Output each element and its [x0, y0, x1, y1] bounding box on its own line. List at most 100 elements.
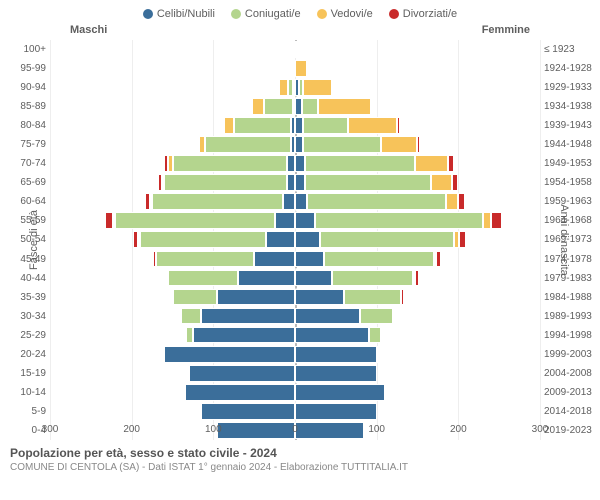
- age-tick: 50-54: [0, 230, 50, 249]
- pyramid-row: [50, 345, 540, 364]
- bar-segment: [417, 136, 419, 153]
- bar-segment: [295, 289, 344, 306]
- bar-segment: [283, 193, 295, 210]
- bar-segment: [275, 212, 295, 229]
- male-half: [50, 402, 295, 421]
- legend-swatch: [143, 9, 153, 19]
- bar-segment: [302, 98, 318, 115]
- bar-segment: [164, 346, 295, 363]
- male-half: [50, 211, 295, 230]
- birth-tick: 1964-1968: [540, 211, 600, 230]
- female-half: [295, 383, 540, 402]
- x-tick: 300: [42, 424, 59, 435]
- bar-segment: [234, 117, 291, 134]
- bar-segment: [201, 308, 295, 325]
- female-half: [295, 364, 540, 383]
- bar-segment: [371, 98, 373, 115]
- female-half: [295, 269, 540, 288]
- birth-tick: 2019-2023: [540, 421, 600, 440]
- age-tick: 45-49: [0, 250, 50, 269]
- bar-segment: [307, 193, 446, 210]
- bar-segment: [415, 155, 448, 172]
- gender-headers: Maschi Femmine: [0, 24, 600, 36]
- birth-tick: 1969-1973: [540, 230, 600, 249]
- bar-segment: [401, 289, 403, 306]
- legend: Celibi/NubiliConiugati/eVedovi/eDivorzia…: [0, 0, 600, 24]
- male-half: [50, 154, 295, 173]
- birth-tick: 1954-1958: [540, 173, 600, 192]
- bar-segment: [303, 79, 332, 96]
- birth-tick: 1974-1978: [540, 250, 600, 269]
- bar-segment: [224, 117, 234, 134]
- bar-segment: [173, 289, 218, 306]
- x-tick: 300: [532, 424, 549, 435]
- age-tick: 55-59: [0, 211, 50, 230]
- header-female: Femmine: [482, 24, 530, 36]
- bar-segment: [295, 41, 297, 58]
- pyramid-row: [50, 211, 540, 230]
- male-half: [50, 364, 295, 383]
- bar-segment: [173, 155, 287, 172]
- male-half: [50, 135, 295, 154]
- pyramid-row: [50, 383, 540, 402]
- grid-line: [540, 40, 541, 440]
- bar-segment: [168, 270, 237, 287]
- female-half: [295, 307, 540, 326]
- bar-segment: [446, 193, 458, 210]
- age-tick: 25-29: [0, 326, 50, 345]
- male-half: [50, 326, 295, 345]
- bar-segment: [164, 174, 287, 191]
- bar-segment: [344, 289, 401, 306]
- bar-segment: [185, 384, 295, 401]
- bar-segment: [152, 193, 283, 210]
- birth-tick: 1939-1943: [540, 116, 600, 135]
- pyramid-row: [50, 288, 540, 307]
- header-male: Maschi: [70, 24, 107, 36]
- bar-segment: [324, 251, 434, 268]
- bar-segment: [252, 98, 264, 115]
- male-half: [50, 40, 295, 59]
- chart-footer: Popolazione per età, sesso e stato civil…: [0, 440, 600, 473]
- pyramid-row: [50, 40, 540, 59]
- age-tick: 80-84: [0, 116, 50, 135]
- pyramid-row: [50, 250, 540, 269]
- bar-segment: [315, 212, 482, 229]
- age-tick: 10-14: [0, 383, 50, 402]
- x-tick: 200: [123, 424, 140, 435]
- male-half: [50, 307, 295, 326]
- female-half: [295, 135, 540, 154]
- female-half: [295, 59, 540, 78]
- female-half: [295, 78, 540, 97]
- bar-segment: [318, 98, 371, 115]
- plot-area: Fasce di età Anni di nascita 100+95-9990…: [0, 40, 600, 440]
- bar-segment: [181, 308, 201, 325]
- female-half: [295, 97, 540, 116]
- x-tick: 100: [205, 424, 222, 435]
- male-half: [50, 116, 295, 135]
- age-tick: 20-24: [0, 345, 50, 364]
- birth-tick: 1934-1938: [540, 97, 600, 116]
- bar-segment: [156, 251, 254, 268]
- male-half: [50, 345, 295, 364]
- bar-segment: [266, 231, 295, 248]
- male-half: [50, 59, 295, 78]
- legend-swatch: [231, 9, 241, 19]
- bar-segment: [360, 308, 393, 325]
- bar-segment: [448, 155, 455, 172]
- bar-segment: [295, 155, 305, 172]
- bar-segment: [287, 174, 295, 191]
- age-tick: 85-89: [0, 97, 50, 116]
- bar-segment: [377, 346, 379, 363]
- bar-segment: [431, 174, 451, 191]
- bar-segment: [295, 384, 385, 401]
- birth-tick: 1979-1983: [540, 269, 600, 288]
- age-tick: 65-69: [0, 173, 50, 192]
- birth-tick: 2014-2018: [540, 402, 600, 421]
- bar-segment: [295, 308, 360, 325]
- bar-segment: [295, 231, 320, 248]
- legend-label: Celibi/Nubili: [157, 8, 215, 20]
- birth-tick: 1929-1933: [540, 78, 600, 97]
- female-half: [295, 154, 540, 173]
- female-half: [295, 345, 540, 364]
- female-half: [295, 173, 540, 192]
